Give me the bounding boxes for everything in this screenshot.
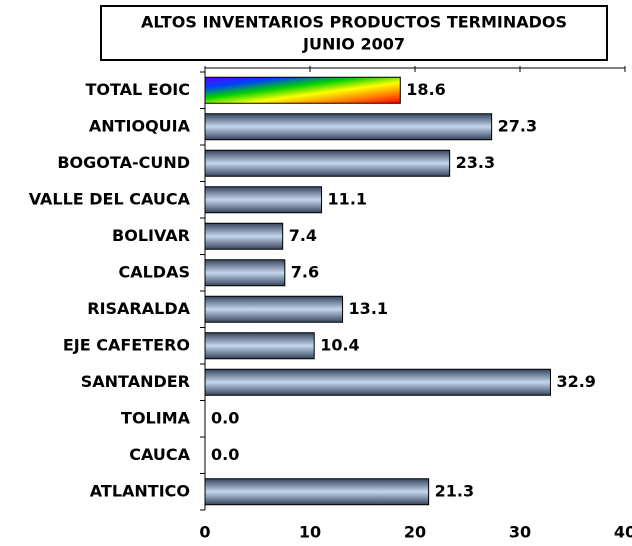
value-label: 7.6 <box>291 262 319 281</box>
bar <box>204 332 315 360</box>
x-tick-label: 0 <box>199 523 210 542</box>
bar <box>204 186 323 214</box>
bar <box>204 222 284 250</box>
bar <box>204 149 451 177</box>
y-tick-label: SANTANDER <box>81 372 190 391</box>
value-label: 21.3 <box>435 481 474 500</box>
bar <box>204 478 430 506</box>
value-label: 23.3 <box>456 153 495 172</box>
value-label: 13.1 <box>349 299 388 318</box>
y-tick-label: TOTAL EOIC <box>85 80 190 99</box>
y-tick-label: BOGOTA-CUND <box>57 153 190 172</box>
y-tick-label: CALDAS <box>118 262 190 281</box>
x-tick-label: 30 <box>509 523 531 542</box>
bar <box>204 76 401 104</box>
y-tick-label: BOLIVAR <box>112 226 190 245</box>
title-box <box>100 5 608 61</box>
value-label: 0.0 <box>211 408 239 427</box>
value-label: 0.0 <box>211 445 239 464</box>
x-tick-label: 40 <box>614 523 632 542</box>
y-tick-label: EJE CAFETERO <box>63 335 190 354</box>
bar <box>204 113 493 141</box>
y-tick-label: VALLE DEL CAUCA <box>29 189 191 208</box>
chart-subtitle: JUNIO 2007 <box>302 35 405 54</box>
y-tick-label: CAUCA <box>129 445 190 464</box>
y-tick-label: RISARALDA <box>87 299 190 318</box>
value-label: 10.4 <box>320 335 359 354</box>
value-label: 27.3 <box>498 116 537 135</box>
value-label: 7.4 <box>289 226 317 245</box>
value-label: 18.6 <box>406 80 445 99</box>
value-label: 32.9 <box>556 372 595 391</box>
bar <box>204 295 344 323</box>
bar <box>204 259 286 287</box>
y-tick-label: ATLANTICO <box>90 481 190 500</box>
x-tick-label: 20 <box>404 523 426 542</box>
y-tick-label: ANTIOQUIA <box>89 116 191 135</box>
value-label: 11.1 <box>328 189 367 208</box>
bar <box>204 368 551 396</box>
x-tick-label: 10 <box>299 523 321 542</box>
chart-title: ALTOS INVENTARIOS PRODUCTOS TERMINADOS <box>141 13 567 32</box>
y-tick-label: TOLIMA <box>121 408 191 427</box>
